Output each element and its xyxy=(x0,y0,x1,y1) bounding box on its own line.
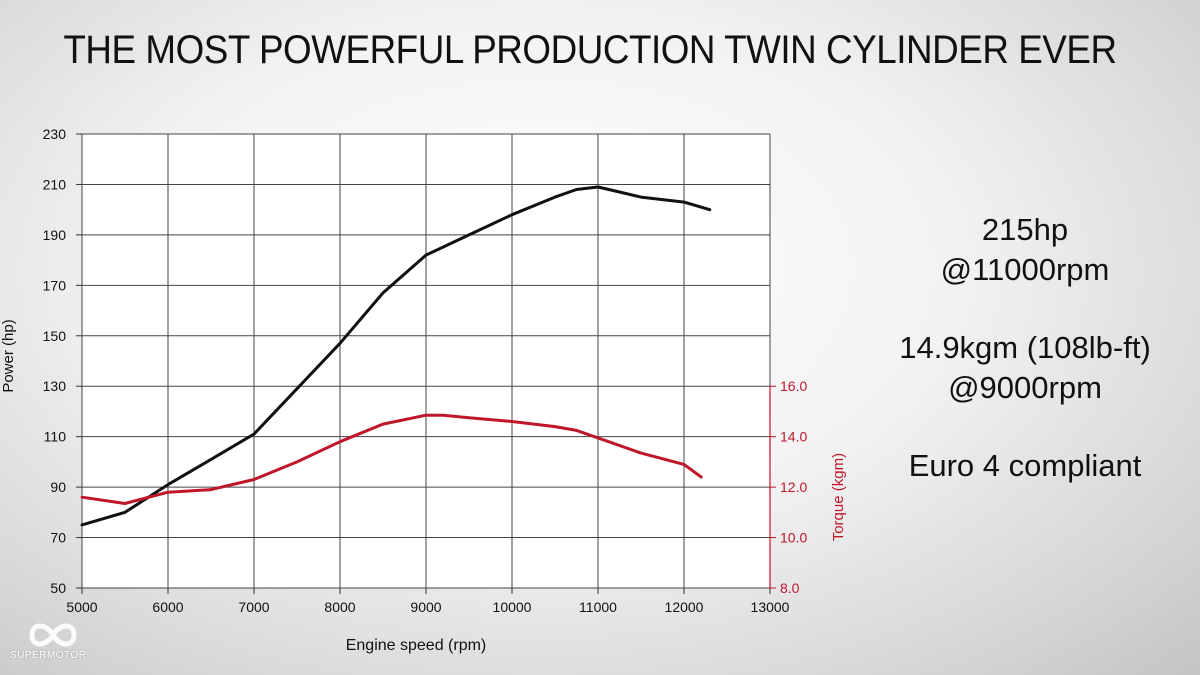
y2-tick-label: 8.0 xyxy=(780,580,800,596)
torque-curve xyxy=(80,413,703,505)
y2-tick-label: 10.0 xyxy=(780,530,807,546)
torque-value: 14.9kgm (108lb-ft) xyxy=(899,330,1151,365)
y-tick-label: 110 xyxy=(44,429,67,445)
x-tick-label: 9000 xyxy=(410,599,441,615)
infinity-icon xyxy=(29,623,77,647)
x-tick-label: 7000 xyxy=(238,599,269,615)
y-tick-label: 230 xyxy=(43,126,67,142)
power-spec: 215hp @11000rpm xyxy=(880,210,1170,290)
x-tick-label: 12000 xyxy=(665,599,704,615)
x-tick-label: 8000 xyxy=(324,599,355,615)
power-curve xyxy=(80,185,712,527)
slide-title: THE MOST POWERFUL PRODUCTION TWIN CYLIND… xyxy=(63,28,1117,72)
x-tick-label: 5000 xyxy=(66,599,97,615)
x-tick-label: 6000 xyxy=(152,599,183,615)
power-value: 215hp xyxy=(981,212,1069,247)
x-axis-label: Engine speed (rpm) xyxy=(346,637,487,654)
y-tick-label: 50 xyxy=(50,580,66,596)
x-tick-label: 11000 xyxy=(579,599,617,615)
emissions-text: Euro 4 compliant xyxy=(908,448,1142,483)
torque-rpm: @9000rpm xyxy=(948,370,1102,405)
emissions-spec: Euro 4 compliant xyxy=(880,446,1170,486)
watermark-text: SUPERMOTOR xyxy=(10,650,87,661)
y-tick-label: 170 xyxy=(43,277,67,293)
y-tick-label: 190 xyxy=(43,227,67,243)
y-tick-label: 90 xyxy=(50,479,66,495)
x-tick-label: 13000 xyxy=(751,599,790,615)
y-axis-label: Power (hp) xyxy=(0,319,17,392)
y-tick-label: 150 xyxy=(43,328,67,344)
y-tick-label: 70 xyxy=(50,530,66,546)
y2-axis-label: Torque (kgm) xyxy=(830,453,847,541)
y2-tick-label: 16.0 xyxy=(780,378,807,394)
torque-spec: 14.9kgm (108lb-ft) @9000rpm xyxy=(880,328,1170,408)
y2-tick-label: 12.0 xyxy=(780,479,807,495)
y2-tick-label: 14.0 xyxy=(780,429,807,445)
x-tick-label: 10000 xyxy=(493,599,532,615)
spec-panel: 215hp @11000rpm 14.9kgm (108lb-ft) @9000… xyxy=(880,210,1170,524)
y-tick-label: 210 xyxy=(43,176,67,192)
power-rpm: @11000rpm xyxy=(940,252,1110,287)
y-tick-label: 130 xyxy=(43,378,67,394)
